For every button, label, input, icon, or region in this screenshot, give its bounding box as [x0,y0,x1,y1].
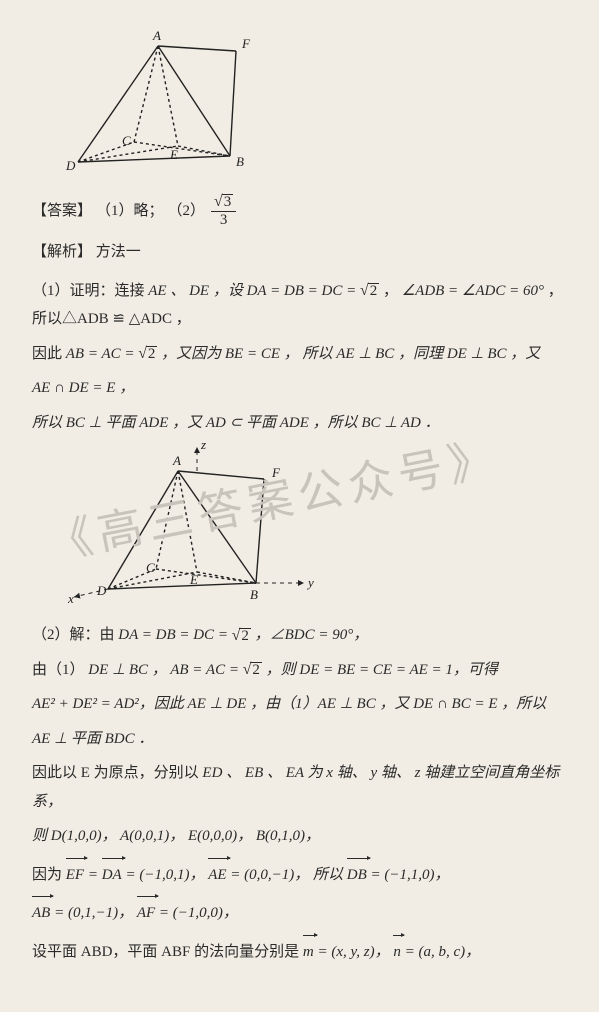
p6-val1: = (−1,0,1)， [125,867,208,883]
para-6: 因为 EF = DA = (−1,0,1)， AE = (0,0,−1)， 所以… [32,857,567,890]
para-2b: AE ∩ DE = E ， [32,374,567,403]
vec-n: n [393,934,401,967]
p8-nval: = (a, b, c)， [405,944,481,960]
solution-label: 【解析】 [32,244,92,260]
p1-prefix: （1）证明：连接 [32,283,145,299]
svg-text:C: C [146,560,155,575]
p1-eq1-lhs: DA = DB = DC = [247,283,360,299]
svg-text:D: D [65,158,76,173]
svg-text:A: A [172,453,181,468]
p4-last: AE ⊥ 平面 BDC ． [32,731,153,747]
p4-by1: 由（1） [32,662,85,678]
p2-sqrt: 2 [146,346,158,362]
para-2a: 因此 AB = AC = 2 ，又因为 BE = CE ， 所以 AE ⊥ BC… [32,340,567,369]
answer-part2-prefix: （2） [168,197,206,226]
p4-then: ，则 DE = BE = CE = AE = 1，可得 [266,662,498,678]
vec-m: m [303,934,314,967]
para-5b: 则 D(1,0,0)， A(0,0,1)， E(0,0,0)， B(0,1,0)… [32,822,567,851]
para-7: AB = (0,1,−1)， AF = (−1,0,0)， [32,895,567,928]
para-4c: AE ⊥ 平面 BDC ． [32,725,567,754]
svg-text:y: y [306,575,314,590]
answer-frac-num-sqrt: 3 [222,194,234,210]
p1-seg1: AE 、 DE ，设 [148,283,243,299]
p6-because: 因为 [32,867,62,883]
answer-block: 【答案】 （1）略； （2） 3 3 [32,194,567,228]
vec-EF: EF [66,857,84,890]
vec-AF: AF [137,895,155,928]
geometry-diagram-top: A F D B C E [58,24,258,184]
p1-sqrt-2: 2 [368,283,380,299]
answer-part1: （1）略； [96,197,164,226]
svg-text:x: x [68,591,74,606]
svg-text:E: E [169,147,178,162]
p5-text1: 因此以 E 为原点，分别以 [32,765,199,781]
p2-line3: 所以 BC ⊥ 平面 ADE ，又 AD ⊂ 平面 ADE ，所以 BC ⊥ A… [32,415,440,431]
p6-val3: = (−1,1,0)， [371,867,450,883]
para-4a: 由（1） DE ⊥ BC ， AB = AC = 2 ，则 DE = BE = … [32,656,567,685]
svg-text:B: B [250,587,258,602]
p6-val2: = (0,0,−1)， 所以 [230,867,343,883]
p5-coords: 则 D(1,0,0)， A(0,0,1)， E(0,0,0)， B(0,1,0)… [32,828,320,844]
svg-text:C: C [122,133,131,148]
p3-prefix: （2）解：由 [32,627,115,643]
p8-text1: 设平面 ABD，平面 ABF 的法向量分别是 [32,944,299,960]
p7-val2: = (−1,0,0)， [159,905,238,921]
p2-prefix: 因此 [32,346,62,362]
geometry-diagram-middle: x y z A F D B C E [68,443,328,611]
answer-label: 【答案】 [32,197,92,226]
p1-sep: ， [383,283,402,299]
solution-header: 【解析】 方法一 [32,238,567,267]
p2-mid: ，又因为 BE = CE ， 所以 AE ⊥ BC ，同理 DE ⊥ BC ，又 [161,346,540,362]
para-4b: AE² + DE² = AD²，因此 AE ⊥ DE ，由（1）AE ⊥ BC … [32,690,567,719]
answer-frac-den: 3 [217,212,231,228]
para-3: （2）解：由 DA = DB = DC = 2 ，∠BDC = 90°， [32,621,567,650]
p4-debc: DE ⊥ BC ， [88,662,170,678]
vec-AE: AE [208,857,226,890]
svg-text:B: B [236,154,244,169]
p4-sqrt: 2 [250,662,262,678]
svg-text:D: D [96,583,107,598]
p1-angles: ∠ADB = ∠ADC = 60° [402,283,544,299]
para-5a: 因此以 E 为原点，分别以 ED 、 EB 、 EA 为 x 轴、 y 轴、 z… [32,759,567,816]
para-8: 设平面 ABD，平面 ABF 的法向量分别是 m = (x, y, z)， n … [32,934,567,967]
answer-fraction: 3 3 [211,194,236,228]
p2-line2: AE ∩ DE = E ， [32,380,134,396]
vec-DB: DB [347,857,367,890]
svg-text:F: F [271,465,281,480]
svg-text:F: F [241,36,251,51]
para-1: （1）证明：连接 AE 、 DE ，设 DA = DB = DC = 2 ， ∠… [32,277,567,334]
p7-val1: = (0,1,−1)， [54,905,137,921]
p4-abac: AB = AC = [170,662,242,678]
svg-text:E: E [189,572,198,587]
p6-eq1: = [88,867,102,883]
para-2c: 所以 BC ⊥ 平面 ADE ，又 AD ⊂ 平面 ADE ，所以 BC ⊥ A… [32,409,567,438]
p8-mval: = (x, y, z)， [317,944,393,960]
svg-text:z: z [200,443,206,452]
p3-angle: ，∠BDC = 90°， [255,627,369,643]
vec-AB: AB [32,895,50,928]
p2-abac: AB = AC = [66,346,138,362]
p4-pyth: AE² + DE² = AD²，因此 AE ⊥ DE ，由（1）AE ⊥ BC … [32,696,546,712]
p3-eq: DA = DB = DC = [118,627,231,643]
vec-DA: DA [102,857,122,890]
p3-sqrt: 2 [239,628,251,644]
svg-text:A: A [152,28,161,43]
method-label: 方法一 [96,244,141,260]
